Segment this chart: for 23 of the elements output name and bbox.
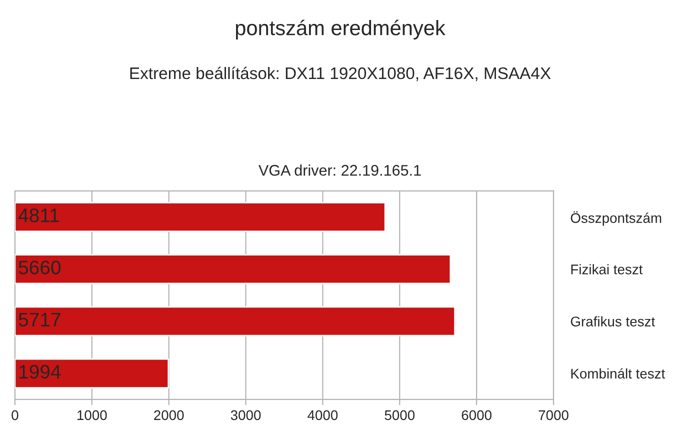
x-tick-label: 5000 [384, 410, 415, 420]
data-label: 1994 [20, 364, 61, 379]
bar [14, 254, 452, 284]
y-tick-label: Összpontszám [570, 211, 662, 226]
x-tick-label: 3000 [230, 410, 261, 420]
data-label: 4811 [18, 208, 59, 222]
bar [14, 358, 170, 388]
x-tick-label: 2000 [154, 410, 184, 420]
x-tick-label: 1000 [78, 410, 107, 420]
x-tick-label: 0 [12, 410, 18, 420]
x-tick-label: 7000 [538, 410, 568, 420]
chart-subtitle: Extreme beállítások: DX11 1920X1080, AF16X, MSAA4X [130, 66, 551, 82]
data-label: 5717 [18, 312, 60, 327]
bar [14, 306, 456, 336]
y-tick-label: Fizikai teszt [571, 264, 643, 274]
y-tick-label: Grafikus teszt [570, 316, 655, 326]
chart-title: pontszám eredmények [236, 20, 446, 40]
bar [14, 202, 386, 232]
x-tick-label: 4000 [308, 410, 338, 420]
data-label: 5660 [18, 260, 61, 274]
text: VGA driver: 22.19.165.1 [258, 164, 421, 176]
y-tick-label: Kombinált teszt [571, 368, 666, 379]
x-tick-label: 6000 [462, 410, 492, 420]
